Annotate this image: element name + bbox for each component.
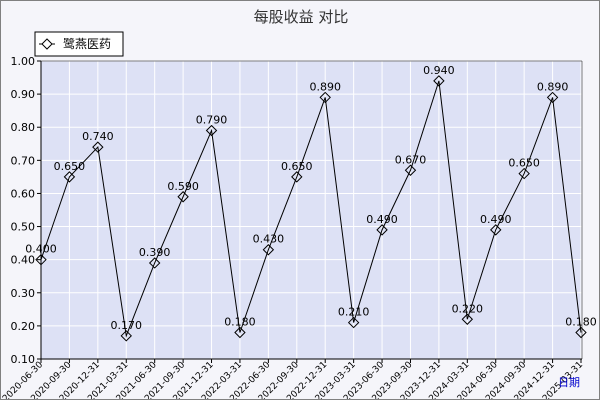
- data-point-marker: [546, 91, 559, 104]
- data-label: 0.390: [139, 246, 171, 259]
- data-point-marker: [177, 191, 189, 203]
- data-point-marker: [35, 253, 47, 266]
- data-point-marker: [376, 224, 388, 236]
- data-point-marker: [205, 124, 218, 137]
- data-point-marker: [575, 326, 587, 339]
- y-tick-label: 0.40: [11, 254, 36, 267]
- data-point-marker: [92, 141, 104, 153]
- x-axis-ticks: 2020-06-302020-09-302020-12-312021-03-31…: [1, 359, 585, 404]
- data-label: 0.890: [537, 80, 569, 93]
- data-label: 0.650: [508, 157, 540, 170]
- chart-title: 每股收益 对比: [254, 8, 349, 26]
- data-point-marker: [234, 326, 246, 339]
- data-label: 0.400: [25, 243, 57, 256]
- data-label: 0.180: [565, 316, 597, 329]
- data-point-marker: [262, 244, 275, 256]
- axes: [40, 60, 583, 360]
- data-point-marker: [433, 75, 445, 87]
- legend-entry-label: 鹭燕医药: [63, 36, 111, 51]
- data-point-marker: [120, 330, 132, 342]
- series-lines: [40, 80, 582, 338]
- y-tick-label: 1.00: [11, 55, 36, 68]
- data-labels: 0.400 0.650 0.740 0.170 0.390 0.590 0.790 0.180…: [25, 64, 597, 332]
- data-label: 0.790: [196, 114, 228, 127]
- y-tick-label: 0.30: [11, 287, 36, 300]
- data-label: 0.740: [82, 130, 114, 143]
- data-label: 0.210: [338, 306, 370, 319]
- data-label: 0.650: [54, 160, 86, 173]
- data-point-marker: [347, 316, 360, 329]
- legend: 鹭燕医药: [34, 31, 124, 57]
- y-tick-label: 0.20: [11, 320, 36, 333]
- y-axis-ticks: 0.10 0.20 0.30 0.40 0.50 0.60 0.70 0.80 0.90 1.00: [11, 55, 41, 366]
- data-label: 0.180: [224, 316, 256, 329]
- plot-area: [41, 61, 582, 359]
- data-label: 0.650: [281, 160, 313, 173]
- data-label: 0.220: [452, 302, 484, 315]
- x-unit-label: 日期: [558, 376, 580, 389]
- y-tick-label: 0.50: [11, 221, 36, 234]
- data-point-marker: [63, 171, 76, 183]
- data-label: 0.490: [480, 213, 512, 226]
- y-tick-label: 0.90: [11, 88, 36, 101]
- series-line: [40, 80, 582, 338]
- data-point-marker: [148, 257, 161, 269]
- data-label: 0.430: [253, 233, 285, 246]
- data-label: 0.890: [309, 80, 341, 93]
- y-tick-label: 0.70: [11, 154, 36, 167]
- y-tick-label: 0.60: [11, 187, 36, 200]
- data-label: 0.490: [366, 213, 398, 226]
- data-label: 0.670: [395, 153, 427, 166]
- y-tick-label: 0.10: [11, 353, 36, 366]
- data-point-marker: [404, 164, 417, 176]
- data-label: 0.940: [423, 64, 455, 77]
- y-tick-label: 0.80: [11, 121, 36, 134]
- data-label: 0.170: [111, 319, 143, 332]
- data-point-marker: [461, 313, 474, 325]
- data-point-marker: [490, 224, 502, 236]
- data-point-marker: [319, 91, 331, 104]
- legend-diamond-marker: [41, 38, 53, 50]
- data-point-marker: [291, 171, 303, 183]
- data-point-marker: [518, 167, 530, 180]
- data-label: 0.590: [167, 180, 199, 193]
- series-markers: [35, 75, 587, 342]
